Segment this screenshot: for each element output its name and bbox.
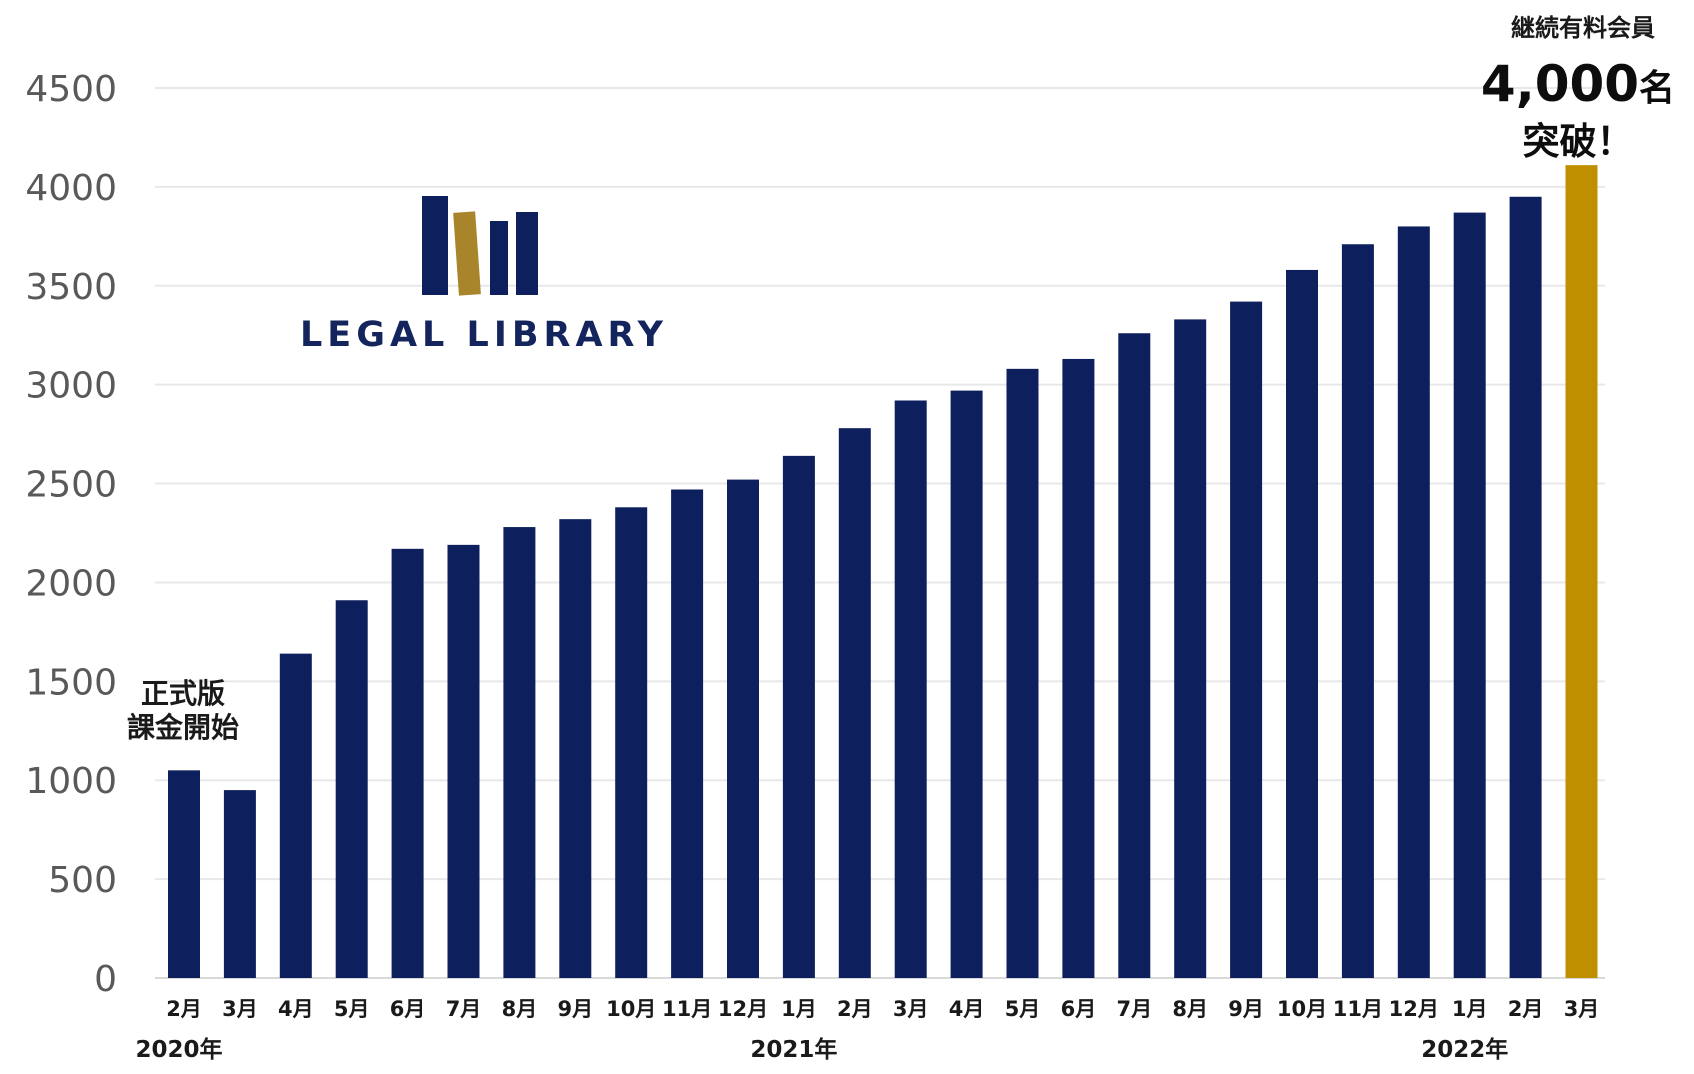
y-tick-label: 1000	[25, 761, 117, 802]
x-tick-label: 10月	[1277, 997, 1327, 1021]
x-tick-label: 4月	[278, 997, 314, 1021]
gridlines	[155, 87, 1605, 979]
y-tick-label: 4000	[25, 168, 117, 209]
y-tick-label: 0	[94, 959, 117, 1000]
y-tick-label: 2500	[25, 465, 117, 506]
y-tick-label: 4500	[25, 69, 117, 110]
year-labels: 2020年 2021年 2022年	[135, 1036, 1508, 1063]
x-tick-label: 2月	[837, 997, 873, 1021]
bar	[838, 428, 871, 979]
x-tick-label: 8月	[502, 997, 538, 1021]
bar	[1062, 358, 1095, 978]
x-tick-label: 8月	[1172, 997, 1208, 1021]
y-tick-label: 2000	[25, 563, 117, 604]
books-icon	[422, 196, 538, 296]
bar	[1006, 368, 1039, 978]
bar	[727, 479, 759, 978]
legal-library-logo: LEGAL LIBRARY	[300, 196, 668, 355]
bar	[223, 790, 256, 978]
bar	[894, 400, 927, 978]
x-tick-label: 5月	[1005, 997, 1041, 1021]
x-tick-label: 3月	[893, 997, 929, 1021]
start-annotation-line2: 課金開始	[127, 711, 239, 744]
bar	[391, 548, 424, 978]
x-tick-label: 3月	[222, 997, 258, 1021]
year-label: 2021年	[750, 1036, 837, 1063]
bar	[335, 600, 368, 978]
x-tick-label: 3月	[1564, 997, 1600, 1021]
bar	[559, 519, 592, 978]
y-axis: 0 500 1000 1500 2000 2500 3000 3500 4000 4500	[25, 69, 117, 1000]
x-tick-label: 9月	[1228, 997, 1264, 1021]
bar	[950, 390, 983, 979]
bar	[1565, 165, 1598, 979]
bar	[1230, 301, 1263, 979]
x-tick-label: 9月	[557, 997, 593, 1021]
x-tick-label: 7月	[1116, 997, 1152, 1021]
x-tick-label: 2月	[1508, 997, 1544, 1021]
bar	[447, 544, 480, 978]
bar	[1118, 333, 1151, 978]
x-tick-label: 12月	[718, 997, 768, 1021]
bar	[503, 527, 536, 978]
bar	[1341, 244, 1374, 978]
start-annotation-line1: 正式版	[141, 677, 225, 710]
year-label: 2022年	[1421, 1036, 1508, 1063]
x-tick-label: 1月	[781, 997, 817, 1021]
bar	[1509, 196, 1542, 978]
logo-text: LEGAL LIBRARY	[300, 315, 668, 355]
x-tick-label: 10月	[606, 997, 656, 1021]
y-tick-label: 3000	[25, 366, 117, 407]
bar	[615, 507, 648, 978]
end-annotation-unit: 名	[1639, 68, 1675, 109]
end-annotation-line1: 継続有料会員	[1511, 14, 1655, 42]
bar	[1397, 226, 1430, 978]
x-tick-label: 4月	[949, 997, 985, 1021]
bar	[1453, 212, 1486, 979]
end-annotation-number: 4,000	[1481, 55, 1639, 113]
end-annotation-line3: 突破！	[1523, 120, 1634, 163]
x-tick-label: 1月	[1452, 997, 1488, 1021]
year-label: 2020年	[135, 1036, 222, 1063]
x-tick-label: 5月	[334, 997, 370, 1021]
x-axis: 2月 3月 4月 5月 6月 7月 8月 9月 10月 11月 12月 1月 2月 3月 4月 5月 6月 7月 8…	[166, 997, 1599, 1021]
bar	[1286, 269, 1318, 978]
y-tick-label: 3500	[25, 267, 117, 308]
x-tick-label: 2月	[166, 997, 202, 1021]
bar	[279, 653, 312, 978]
x-tick-label: 12月	[1389, 997, 1439, 1021]
x-tick-label: 11月	[1333, 997, 1383, 1021]
x-tick-label: 6月	[1061, 997, 1097, 1021]
bars	[168, 165, 1598, 979]
x-tick-label: 6月	[390, 997, 426, 1021]
y-tick-label: 1500	[25, 662, 117, 703]
x-tick-label: 7月	[446, 997, 482, 1021]
bar	[1174, 319, 1207, 978]
bar	[782, 455, 815, 978]
bar	[168, 770, 200, 978]
x-tick-label: 11月	[662, 997, 712, 1021]
bar	[671, 489, 704, 978]
y-tick-label: 500	[48, 860, 117, 901]
